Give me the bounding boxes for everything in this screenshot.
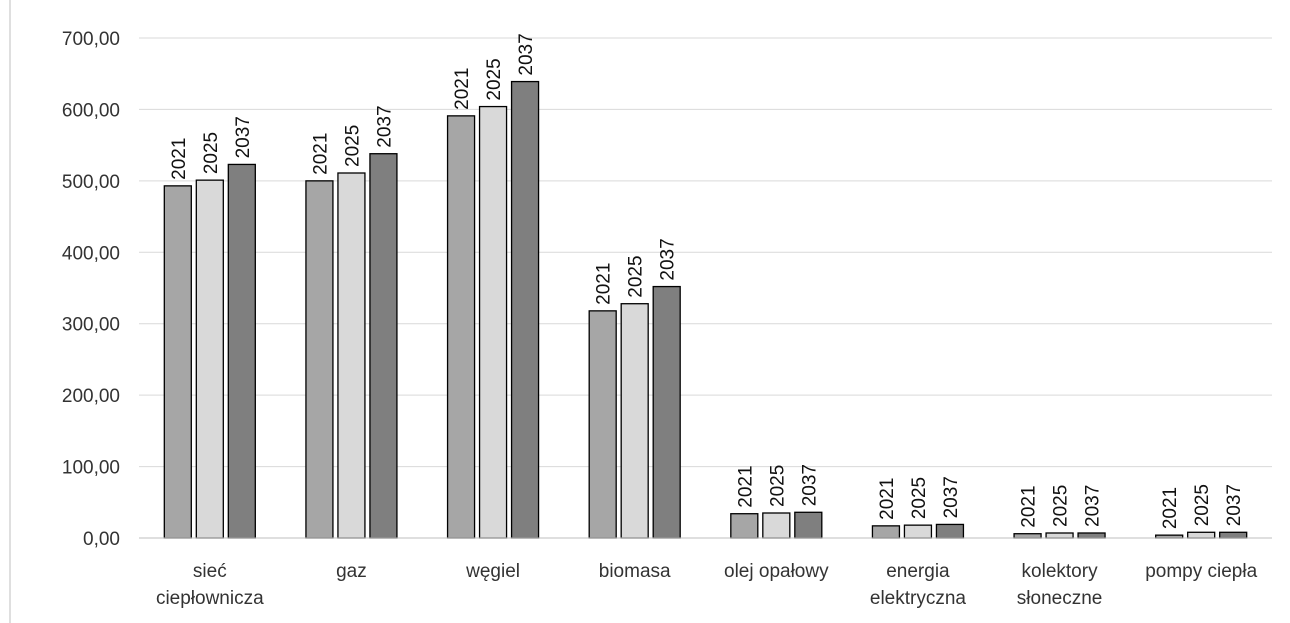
bars xyxy=(163,80,1248,539)
bar-data-label: 2021 xyxy=(169,138,190,180)
bar-data-label: 2021 xyxy=(310,133,331,175)
y-tick-label: 700,00 xyxy=(62,29,120,50)
category-label: olej opałowy xyxy=(724,561,829,582)
bar xyxy=(652,285,681,539)
bar-data-label: 2021 xyxy=(452,68,473,110)
bar xyxy=(227,163,256,539)
y-tick-label: 300,00 xyxy=(62,315,120,336)
bar-data-label: 2037 xyxy=(374,105,395,147)
bar-data-label: 2021 xyxy=(1019,485,1040,527)
bar-data-label: 2021 xyxy=(1160,487,1181,529)
bar xyxy=(195,179,224,539)
bar-data-label: 2021 xyxy=(735,465,756,507)
bar xyxy=(305,180,334,539)
y-tick-label: 600,00 xyxy=(62,100,120,121)
bar-data-label: 2037 xyxy=(941,476,962,518)
bar xyxy=(794,511,823,539)
bar-data-label: 2025 xyxy=(626,255,647,297)
bar-data-label: 2021 xyxy=(877,478,898,520)
bar-data-label: 2037 xyxy=(1224,484,1245,526)
category-label: elektryczna xyxy=(870,588,967,609)
bar xyxy=(369,153,398,539)
bar xyxy=(588,310,617,539)
y-axis-ticks: 0,00 100,00 200,00 300,00 400,00 500,00 600,00… xyxy=(62,29,120,550)
bar-data-label: 2025 xyxy=(342,125,363,167)
bar xyxy=(510,80,540,539)
bar xyxy=(935,523,965,539)
y-tick-label: 400,00 xyxy=(62,243,120,264)
category-label: kolektory xyxy=(1022,561,1099,582)
bar-data-label: 2025 xyxy=(484,58,505,100)
bar xyxy=(446,115,476,539)
bar-data-label: 2037 xyxy=(233,116,254,158)
category-labels: sieć ciepłownicza gaz węgiel biomasa olej opa… xyxy=(156,561,1258,609)
category-label: gaz xyxy=(336,561,367,582)
bar xyxy=(1045,532,1074,539)
bar xyxy=(762,512,791,539)
bar-data-label: 2037 xyxy=(1083,485,1104,527)
bar xyxy=(337,172,366,539)
category-label: ciepłownicza xyxy=(156,588,264,609)
bar-data-label: 2025 xyxy=(909,477,930,519)
bar xyxy=(1013,533,1042,539)
bar-data-label: 2021 xyxy=(594,263,615,305)
bar xyxy=(730,513,759,539)
bar xyxy=(1077,532,1106,539)
category-label: biomasa xyxy=(599,561,671,582)
category-label: sieć xyxy=(193,561,227,582)
bar-labels: 2021 2025 2037 2021 2025 2037 2021 2025 2037 2021… xyxy=(169,33,1245,529)
bar xyxy=(620,303,649,539)
category-label: pompy ciepła xyxy=(1145,561,1257,582)
bar-data-label: 2025 xyxy=(201,132,222,174)
y-tick-label: 0,00 xyxy=(83,529,120,550)
y-tick-label: 500,00 xyxy=(62,172,120,193)
y-tick-label: 100,00 xyxy=(62,458,120,479)
y-tick-label: 200,00 xyxy=(62,386,120,407)
bar-data-label: 2025 xyxy=(1192,484,1213,526)
bar-data-label: 2037 xyxy=(658,238,679,280)
bar xyxy=(1219,531,1248,539)
bar xyxy=(903,524,933,539)
bar-data-label: 2025 xyxy=(767,465,788,507)
bar-data-label: 2025 xyxy=(1051,485,1072,527)
bar-data-label: 2037 xyxy=(516,33,537,75)
bar xyxy=(871,525,901,539)
bar xyxy=(478,105,508,539)
bar-data-label: 2037 xyxy=(799,464,820,506)
bar xyxy=(163,185,192,539)
category-label: słoneczne xyxy=(1017,588,1103,609)
bar xyxy=(1187,531,1216,539)
category-label: węgiel xyxy=(465,561,520,582)
category-label: energia xyxy=(886,561,950,582)
